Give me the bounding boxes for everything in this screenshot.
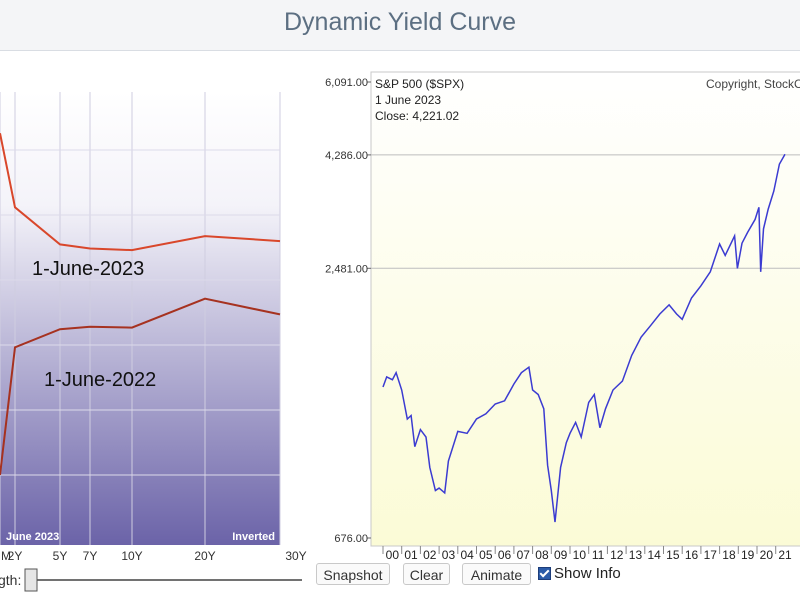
- title-bar: Dynamic Yield Curve: [0, 0, 800, 51]
- spx-y-tick-3: 676.00: [334, 533, 368, 545]
- spx-x-tick-14: 14: [647, 548, 661, 562]
- yield-annotation-inverted: Inverted: [232, 531, 275, 543]
- yield-series-label-0: 1-June-2023: [32, 258, 144, 280]
- yield-x-tick-10Y: 10Y: [121, 549, 142, 563]
- spx-x-tick-05: 05: [479, 548, 493, 562]
- spx-info-date: 1 June 2023: [375, 93, 441, 107]
- yield-series-line-1: [0, 297, 281, 476]
- yield-x-tick-2Y: 2Y: [8, 549, 23, 563]
- strength-slider-handle[interactable]: [24, 568, 38, 592]
- spx-x-tick-01: 01: [404, 548, 418, 562]
- spx-x-tick-08: 08: [535, 548, 549, 562]
- spx-x-tick-11: 11: [592, 548, 605, 562]
- spx-x-tick-10: 10: [573, 548, 587, 562]
- yield-x-tick-5Y: 5Y: [53, 549, 68, 563]
- spx-x-tick-13: 13: [629, 548, 643, 562]
- spx-y-tick-2: 2,481.00: [325, 263, 368, 275]
- spx-x-tick-19: 19: [741, 548, 755, 562]
- spx-x-tick-18: 18: [722, 548, 736, 562]
- snapshot-button[interactable]: Snapshot: [316, 563, 390, 585]
- spx-plot-area: [370, 71, 800, 547]
- yield-x-tick-7Y: 7Y: [83, 549, 98, 563]
- show-info-checkbox[interactable]: Show Info: [538, 565, 621, 582]
- spx-x-tick-06: 06: [498, 548, 512, 562]
- yield-x-tick-M: M: [1, 549, 11, 563]
- spx-x-tick-12: 12: [610, 548, 624, 562]
- spx-x-tick-09: 09: [554, 548, 568, 562]
- yield-x-tick-20Y: 20Y: [194, 549, 215, 563]
- spx-copyright: Copyright, StockC: [706, 77, 800, 91]
- yield-series-label-1: 1-June-2022: [44, 369, 156, 391]
- clear-button[interactable]: Clear: [403, 563, 450, 585]
- spx-y-tick-0: 6,091.00: [325, 77, 368, 89]
- yield-annotation-date: June 2023: [6, 531, 59, 543]
- spx-x-tick-20: 20: [760, 548, 774, 562]
- spx-x-tick-00: 00: [386, 548, 400, 562]
- spx-x-tick-17: 17: [704, 548, 718, 562]
- spx-x-tick-07: 07: [517, 548, 531, 562]
- spx-x-tick-15: 15: [666, 548, 680, 562]
- yield-plot-area: [0, 92, 280, 545]
- strength-label: gth:: [0, 572, 22, 588]
- animate-button[interactable]: Animate: [462, 563, 531, 585]
- yield-x-tick-30Y: 30Y: [285, 549, 306, 563]
- spx-x-tick-03: 03: [442, 548, 456, 562]
- checkbox-checked-icon[interactable]: [538, 567, 551, 580]
- yield-series-line-0: [0, 133, 281, 252]
- spx-x-tick-04: 04: [460, 548, 474, 562]
- spx-info-close: Close: 4,221.02: [375, 109, 459, 123]
- spx-price-line: [382, 153, 786, 523]
- page-title: Dynamic Yield Curve: [283, 8, 517, 36]
- spx-title: S&P 500 ($SPX): [375, 77, 464, 91]
- spx-x-tick-21: 21: [778, 548, 792, 562]
- spx-y-tick-1: 4,286.00: [325, 150, 368, 162]
- spx-x-tick-02: 02: [423, 548, 437, 562]
- spx-x-tick-16: 16: [685, 548, 699, 562]
- show-info-label: Show Info: [554, 565, 621, 582]
